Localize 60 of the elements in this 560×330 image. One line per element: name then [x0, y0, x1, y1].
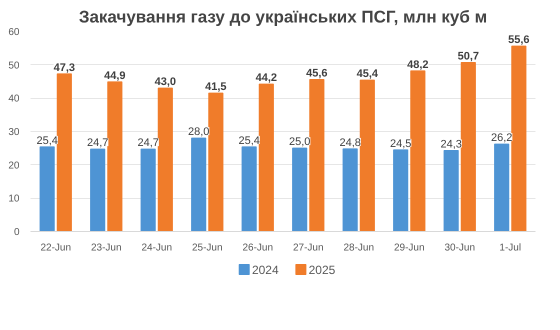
data-label: 41,5	[205, 81, 227, 94]
y-tick-label: 60	[8, 27, 20, 38]
bar	[309, 79, 324, 232]
bar	[292, 148, 308, 232]
data-label: 28,0	[188, 126, 210, 138]
bar	[494, 144, 510, 232]
bar	[191, 138, 206, 232]
legend-label: 2024	[252, 263, 279, 277]
bar	[90, 148, 106, 232]
data-label: 50,7	[458, 50, 480, 62]
data-label: 24,7	[137, 137, 159, 150]
data-label: 48,2	[407, 58, 429, 71]
bar	[242, 146, 257, 232]
bar	[40, 146, 55, 232]
data-label: 25,4	[238, 134, 260, 147]
bar	[140, 148, 156, 232]
bar	[258, 84, 274, 232]
bar	[511, 46, 526, 232]
y-tick-label: 20	[8, 160, 20, 172]
chart-title: Закачування газу до українських ПСГ, млн куб м	[78, 8, 488, 26]
bar	[208, 92, 224, 232]
bar	[158, 88, 173, 232]
y-tick-label: 10	[8, 194, 20, 205]
y-tick-label: 30	[8, 127, 20, 138]
x-tick-label: 27-Jun	[292, 242, 324, 254]
data-label: 44,2	[256, 72, 278, 84]
x-tick-label: 1-Jul	[499, 242, 522, 254]
bar	[107, 81, 122, 232]
y-tick-label: 40	[8, 94, 20, 105]
bar	[410, 70, 426, 232]
x-tick-label: 26-Jun	[242, 242, 274, 254]
x-tick-label: 25-Jun	[192, 242, 223, 254]
bar	[360, 80, 375, 232]
data-label: 25,0	[288, 136, 310, 148]
y-tick-label: 0	[14, 227, 20, 238]
x-tick-label: 22-Jun	[40, 242, 72, 254]
bar	[393, 149, 408, 232]
data-label: 55,6	[508, 34, 530, 46]
data-label: 26,2	[490, 132, 512, 144]
bar	[444, 150, 459, 232]
bar	[460, 62, 476, 232]
x-tick-label: 29-Jun	[394, 242, 425, 254]
data-label: 45,4	[356, 68, 379, 80]
data-label: 24,3	[440, 138, 462, 150]
x-tick-label: 30-Jun	[444, 242, 476, 254]
data-label: 47,3	[54, 62, 76, 74]
y-tick-label: 50	[8, 60, 20, 72]
data-label: 24,7	[86, 137, 108, 150]
data-label: 44,9	[104, 70, 126, 82]
x-tick-label: 24-Jun	[141, 242, 172, 254]
data-label: 24,8	[339, 136, 361, 149]
x-tick-label: 23-Jun	[90, 242, 122, 254]
data-label: 25,4	[36, 134, 58, 147]
x-tick-label: 28-Jun	[343, 242, 374, 254]
data-label: 45,6	[306, 68, 328, 80]
data-label: 43,0	[154, 76, 176, 88]
bar	[342, 148, 358, 232]
data-label: 24,5	[390, 138, 412, 150]
bar	[56, 73, 72, 232]
legend-label: 2025	[308, 263, 336, 277]
